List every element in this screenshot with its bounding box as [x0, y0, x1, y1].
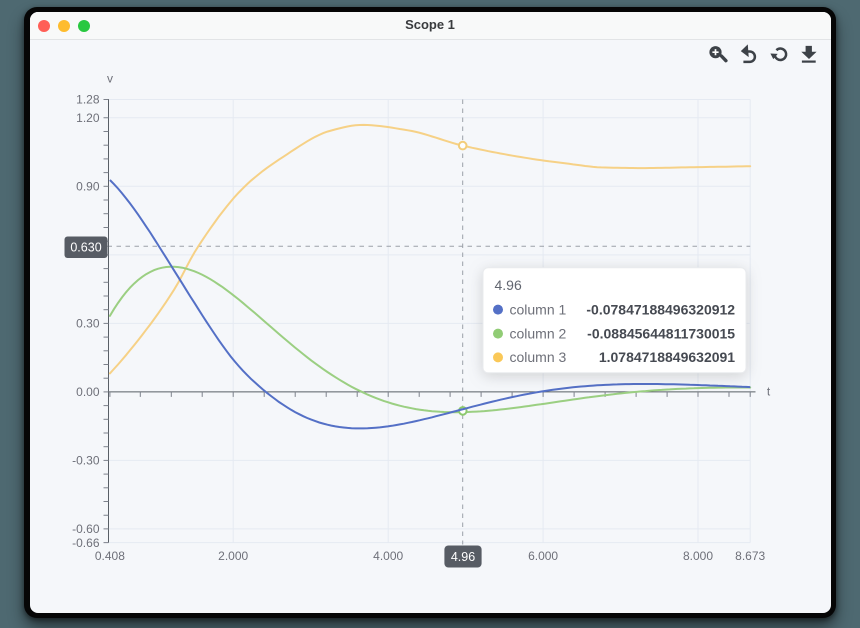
svg-text:0.30: 0.30	[76, 317, 100, 331]
svg-text:t: t	[766, 385, 770, 399]
svg-text:0.00: 0.00	[76, 385, 100, 399]
svg-text:0.630: 0.630	[70, 241, 101, 255]
svg-text:8.000: 8.000	[682, 549, 712, 563]
svg-text:column 1: column 1	[509, 301, 566, 317]
svg-text:4.000: 4.000	[373, 549, 403, 563]
svg-text:4.96: 4.96	[494, 277, 521, 293]
svg-text:v: v	[107, 72, 113, 86]
svg-text:1.28: 1.28	[76, 93, 100, 107]
svg-text:-0.08845644811730015: -0.08845644811730015	[587, 325, 735, 341]
svg-text:0.90: 0.90	[76, 180, 100, 194]
svg-text:-0.66: -0.66	[72, 536, 100, 550]
svg-text:2.000: 2.000	[218, 549, 248, 563]
svg-text:1.20: 1.20	[76, 111, 100, 125]
svg-text:8.673: 8.673	[735, 549, 765, 563]
svg-text:6.000: 6.000	[528, 549, 558, 563]
svg-text:4.96: 4.96	[450, 550, 474, 564]
svg-text:1.0784718849632091: 1.0784718849632091	[598, 349, 734, 365]
svg-text:column 2: column 2	[509, 325, 566, 341]
svg-text:-0.07847188496320912: -0.07847188496320912	[586, 301, 735, 317]
svg-text:0.408: 0.408	[94, 549, 124, 563]
svg-text:-0.60: -0.60	[72, 522, 100, 536]
svg-text:-0.30: -0.30	[72, 454, 100, 468]
svg-text:column 3: column 3	[509, 349, 566, 365]
